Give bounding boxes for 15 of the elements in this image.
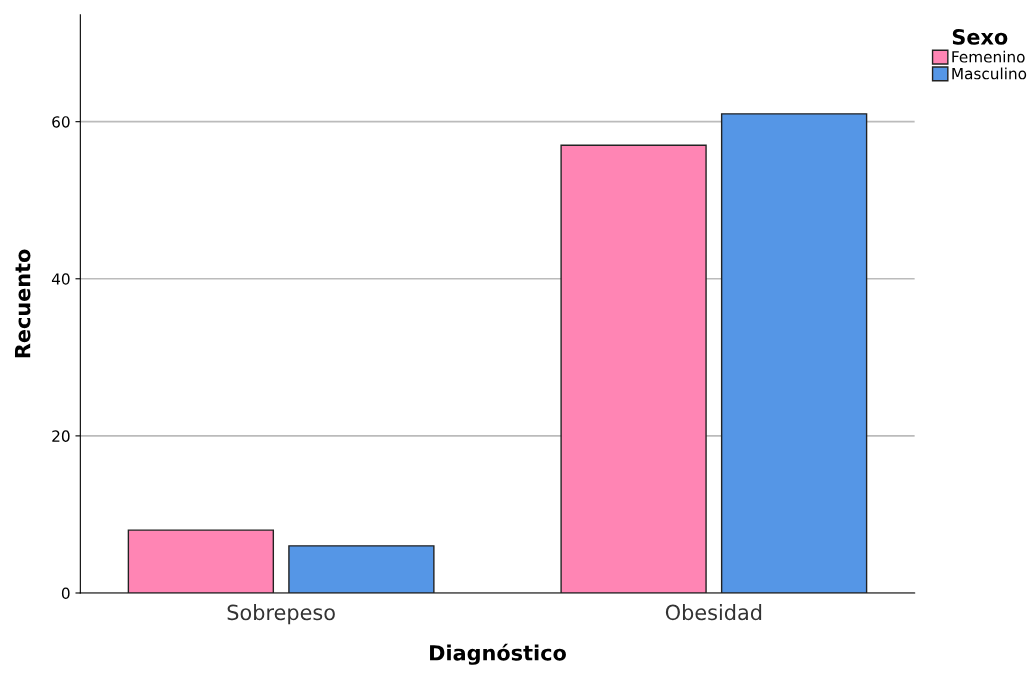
y-tick-label: 40 (51, 273, 70, 285)
bar (720, 113, 868, 593)
y-tick-label: 60 (52, 116, 70, 128)
bar (560, 144, 707, 593)
x-axis-title: Diagnóstico (430, 643, 566, 665)
legend-label: Femenino (952, 50, 1025, 63)
x-tick-label: Sobrepeso (227, 604, 335, 625)
bar (288, 545, 435, 593)
y-axis-title: Recuento (14, 249, 31, 358)
y-tick-label: 0 (61, 587, 70, 600)
legend-title: Sexo (952, 28, 1008, 45)
bar (127, 529, 275, 593)
y-tick-label: 20 (52, 430, 70, 442)
legend-label: Masculino (952, 67, 1027, 80)
x-tick-label: Obesidad (665, 604, 762, 621)
